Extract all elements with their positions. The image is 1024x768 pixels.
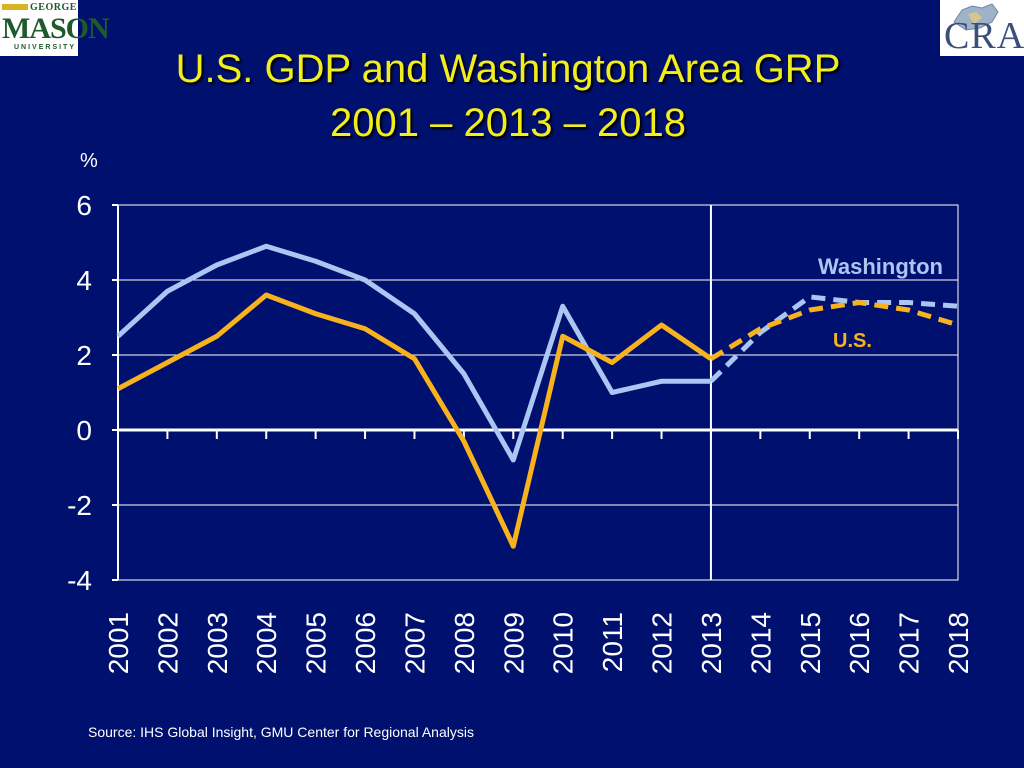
- gmu-logo-mason: MASON: [2, 12, 110, 45]
- x-tick-label: 2001: [103, 612, 134, 674]
- washington-series-label: Washington: [818, 254, 943, 279]
- x-tick-label: 2003: [202, 612, 233, 674]
- y-tick-label: 2: [76, 340, 92, 371]
- gmu-logo-university: UNIVERSITY: [14, 44, 77, 51]
- x-tick-label: 2004: [251, 612, 282, 674]
- y-tick-label: 4: [76, 265, 92, 296]
- x-tick-label: 2009: [498, 612, 529, 674]
- x-tick-label: 2012: [647, 612, 678, 674]
- x-tick-label: 2002: [152, 612, 183, 674]
- x-tick-label: 2010: [548, 612, 579, 674]
- x-tick-label: 2005: [301, 612, 332, 674]
- us-series-label: U.S.: [833, 330, 872, 352]
- source-note: Source: IHS Global Insight, GMU Center f…: [88, 724, 474, 740]
- x-tick-label: 2017: [894, 612, 925, 674]
- x-tick-label: 2015: [795, 612, 826, 674]
- washington-series-line: [116, 243, 711, 463]
- us-forecast-line: [709, 299, 959, 361]
- x-tick-label: 2018: [943, 612, 974, 674]
- x-tick-label: 2011: [597, 612, 628, 672]
- washington-forecast-line: [709, 294, 959, 384]
- y-tick-label: -2: [67, 490, 92, 521]
- x-tick-label: 2008: [449, 612, 480, 674]
- x-tick-label: 2014: [745, 612, 776, 674]
- gmu-logo-george: GEORGE: [30, 2, 77, 13]
- x-tick-label: 2016: [844, 612, 875, 674]
- x-tick-label: 2007: [399, 612, 430, 674]
- cra-map-icon: [953, 3, 999, 31]
- y-tick-label: 0: [76, 415, 92, 446]
- y-axis-label: %: [80, 150, 98, 172]
- cra-logo: CRA: [940, 0, 1024, 56]
- y-tick-label: -4: [67, 565, 92, 596]
- cra-logo-text: CRA: [944, 15, 1024, 56]
- chart-subtitle: 2001 – 2013 – 2018: [330, 101, 686, 145]
- gmu-logo-bar: [2, 4, 28, 10]
- x-tick-label: 2013: [696, 612, 727, 674]
- chart-title: U.S. GDP and Washington Area GRP: [175, 47, 841, 91]
- us-series-line: [116, 292, 713, 549]
- y-tick-label: 6: [76, 190, 92, 221]
- x-tick-label: 2006: [350, 612, 381, 674]
- gmu-logo: GEORGE MASON UNIVERSITY: [0, 0, 110, 56]
